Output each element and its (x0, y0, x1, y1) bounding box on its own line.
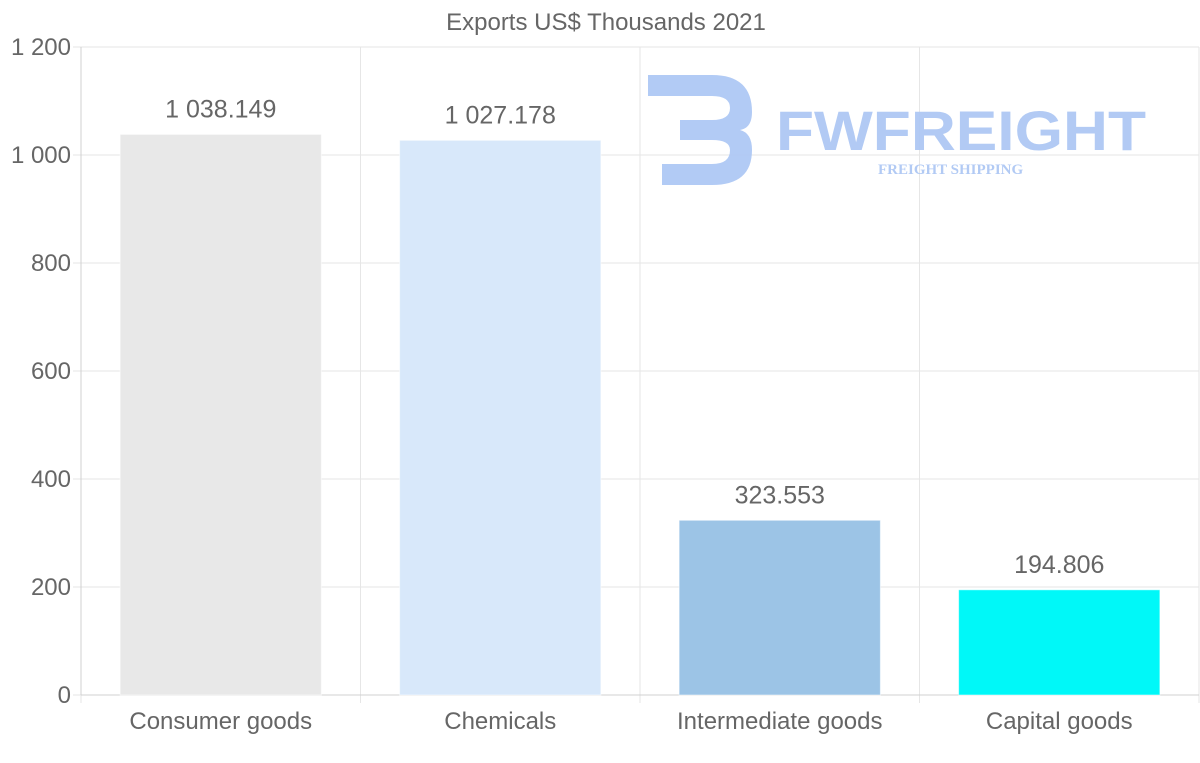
y-axis-ticks: 0 200 400 600 800 1 000 1 200 (11, 34, 71, 709)
fwfreight-logo-icon (648, 75, 752, 185)
y-tick-label: 1 200 (11, 34, 71, 61)
x-tick-label: Chemicals (444, 708, 556, 735)
y-tick-label: 0 (58, 682, 71, 709)
data-label: 1 038.149 (165, 95, 276, 123)
watermark-logo: FWFREIGHT FREIGHT SHIPPING (648, 75, 1146, 185)
bar-chemicals[interactable] (399, 139, 602, 696)
data-labels: 1 038.149 1 027.178 323.553 194.806 (165, 95, 1104, 578)
data-label: 194.806 (1014, 551, 1104, 579)
y-tick-label: 200 (31, 574, 71, 601)
bar-capital-goods[interactable] (958, 589, 1161, 696)
x-tick-label: Consumer goods (129, 708, 312, 735)
data-label: 1 027.178 (445, 101, 556, 129)
chart-title: Exports US$ Thousands 2021 (446, 9, 766, 36)
x-tick-label: Intermediate goods (677, 708, 882, 735)
y-tick-label: 1 000 (11, 142, 71, 169)
bar-consumer-goods[interactable] (119, 133, 322, 696)
x-tick-label: Capital goods (986, 708, 1133, 735)
bars (119, 133, 1161, 696)
watermark-tagline: FREIGHT SHIPPING (878, 162, 1023, 178)
bar-intermediate-goods[interactable] (678, 519, 881, 696)
watermark-brand: FWFREIGHT (776, 99, 1146, 162)
x-axis-ticks: Consumer goods Chemicals Intermediate good… (129, 708, 1132, 735)
y-tick-label: 400 (31, 466, 71, 493)
y-tick-label: 600 (31, 358, 71, 385)
y-tick-label: 800 (31, 250, 71, 277)
data-label: 323.553 (735, 481, 825, 509)
